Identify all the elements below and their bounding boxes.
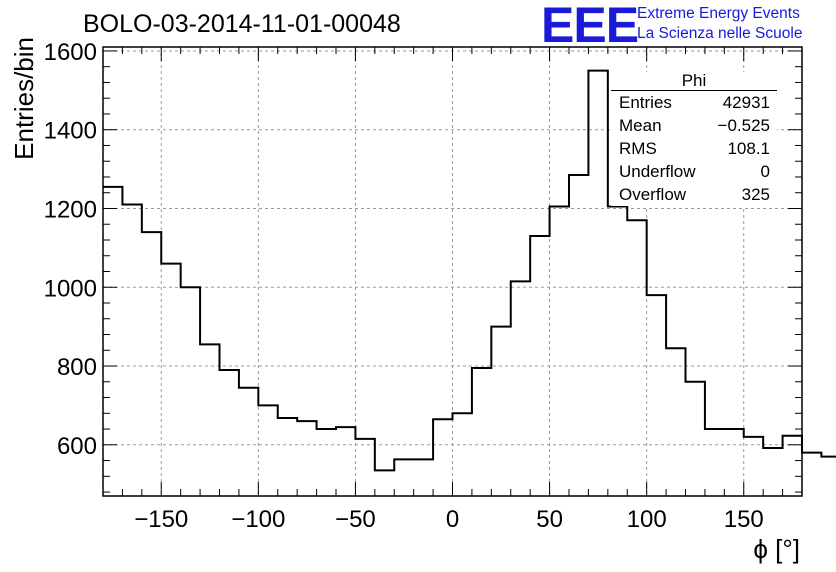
histogram-bin — [588, 71, 607, 496]
histogram-bin — [433, 419, 452, 496]
stats-label: RMS — [619, 139, 657, 158]
histogram-bin — [472, 368, 491, 496]
tick-labels: −150 −100 −50 0 50 100 150 600 800 1000 1200 1400 16… — [44, 39, 764, 533]
y-axis-label: Entries/bin — [9, 37, 39, 160]
x-tick-label: 50 — [536, 506, 563, 533]
histogram-bin — [530, 236, 549, 496]
x-tick-label: 0 — [446, 506, 459, 533]
histogram-bin — [161, 264, 180, 496]
eee-logo: EEE — [541, 0, 639, 53]
stats-label: Entries — [619, 93, 672, 112]
stats-value: 0 — [760, 162, 770, 181]
stats-label: Underflow — [619, 162, 696, 181]
histogram-bin — [608, 207, 627, 496]
histogram-bin — [686, 382, 705, 496]
stats-label: Overflow — [619, 185, 687, 204]
logo-caption: Extreme Energy Events La Scienza nelle S… — [637, 4, 802, 44]
histogram-bin — [317, 429, 336, 496]
histogram-bin — [220, 370, 239, 496]
histogram-bin — [122, 205, 141, 496]
x-tick-label: 150 — [724, 506, 764, 533]
histogram-bin — [627, 220, 646, 496]
histogram-bin — [297, 421, 316, 496]
histogram-bin — [647, 295, 666, 496]
histogram-bin — [821, 457, 836, 496]
y-tick-label: 1400 — [44, 118, 97, 145]
x-tick-label: −100 — [231, 506, 285, 533]
histogram-bin — [724, 429, 743, 496]
histogram-bin — [278, 418, 297, 496]
histogram-bin — [569, 175, 588, 496]
stats-label: Mean — [619, 116, 662, 135]
stats-row-overflow: Overflow 325 — [611, 183, 777, 206]
stats-box: Phi Entries 42931 Mean −0.525 RMS 108.1 … — [611, 72, 777, 206]
x-tick-label: 100 — [627, 506, 667, 533]
y-tick-label: 600 — [57, 433, 97, 460]
stats-value: 108.1 — [727, 139, 770, 158]
histogram-bin — [375, 470, 394, 496]
x-tick-label: −50 — [335, 506, 376, 533]
histogram-line — [103, 69, 836, 472]
stats-row-entries: Entries 42931 — [611, 91, 777, 114]
histogram-bin — [550, 207, 569, 496]
stats-value: 42931 — [722, 93, 770, 112]
histogram-bin — [336, 427, 355, 496]
stats-value: −0.525 — [717, 116, 770, 135]
stats-row-mean: Mean −0.525 — [611, 114, 777, 137]
histogram-bin — [666, 348, 685, 496]
logo-line-1: Extreme Energy Events — [637, 5, 800, 22]
axis-ticks — [102, 47, 803, 496]
stats-title: Phi — [611, 72, 777, 91]
y-tick-label: 1000 — [44, 275, 97, 302]
histogram-bin — [705, 429, 724, 496]
histogram-bin — [355, 439, 374, 496]
histogram-bin — [491, 327, 510, 496]
x-tick-label: −150 — [134, 506, 188, 533]
histogram-bin — [200, 344, 219, 496]
histogram-bin — [103, 187, 122, 496]
histogram-series — [103, 69, 836, 496]
histogram-bin — [239, 388, 258, 496]
histogram-bin — [744, 437, 763, 496]
y-tick-label: 1200 — [44, 196, 97, 223]
histogram-bin — [142, 232, 161, 496]
stats-row-rms: RMS 108.1 — [611, 137, 777, 160]
stats-value: 325 — [741, 185, 770, 204]
histogram-bin — [181, 287, 200, 496]
histogram-bin — [414, 459, 433, 496]
histogram-bin — [258, 405, 277, 496]
histogram-bin — [453, 413, 472, 496]
chart-title: BOLO-03-2014-11-01-00048 — [83, 10, 401, 38]
logo-line-2: La Scienza nelle Scuole — [637, 25, 803, 42]
histogram-bin — [511, 281, 530, 496]
histogram-bin — [394, 459, 413, 496]
stats-row-underflow: Underflow 0 — [611, 160, 777, 183]
y-tick-label: 1600 — [44, 39, 97, 66]
x-axis-label: ϕ [°] — [753, 534, 800, 564]
histogram-bin — [802, 453, 821, 496]
histogram-bin — [763, 448, 782, 496]
y-tick-label: 800 — [57, 354, 97, 381]
